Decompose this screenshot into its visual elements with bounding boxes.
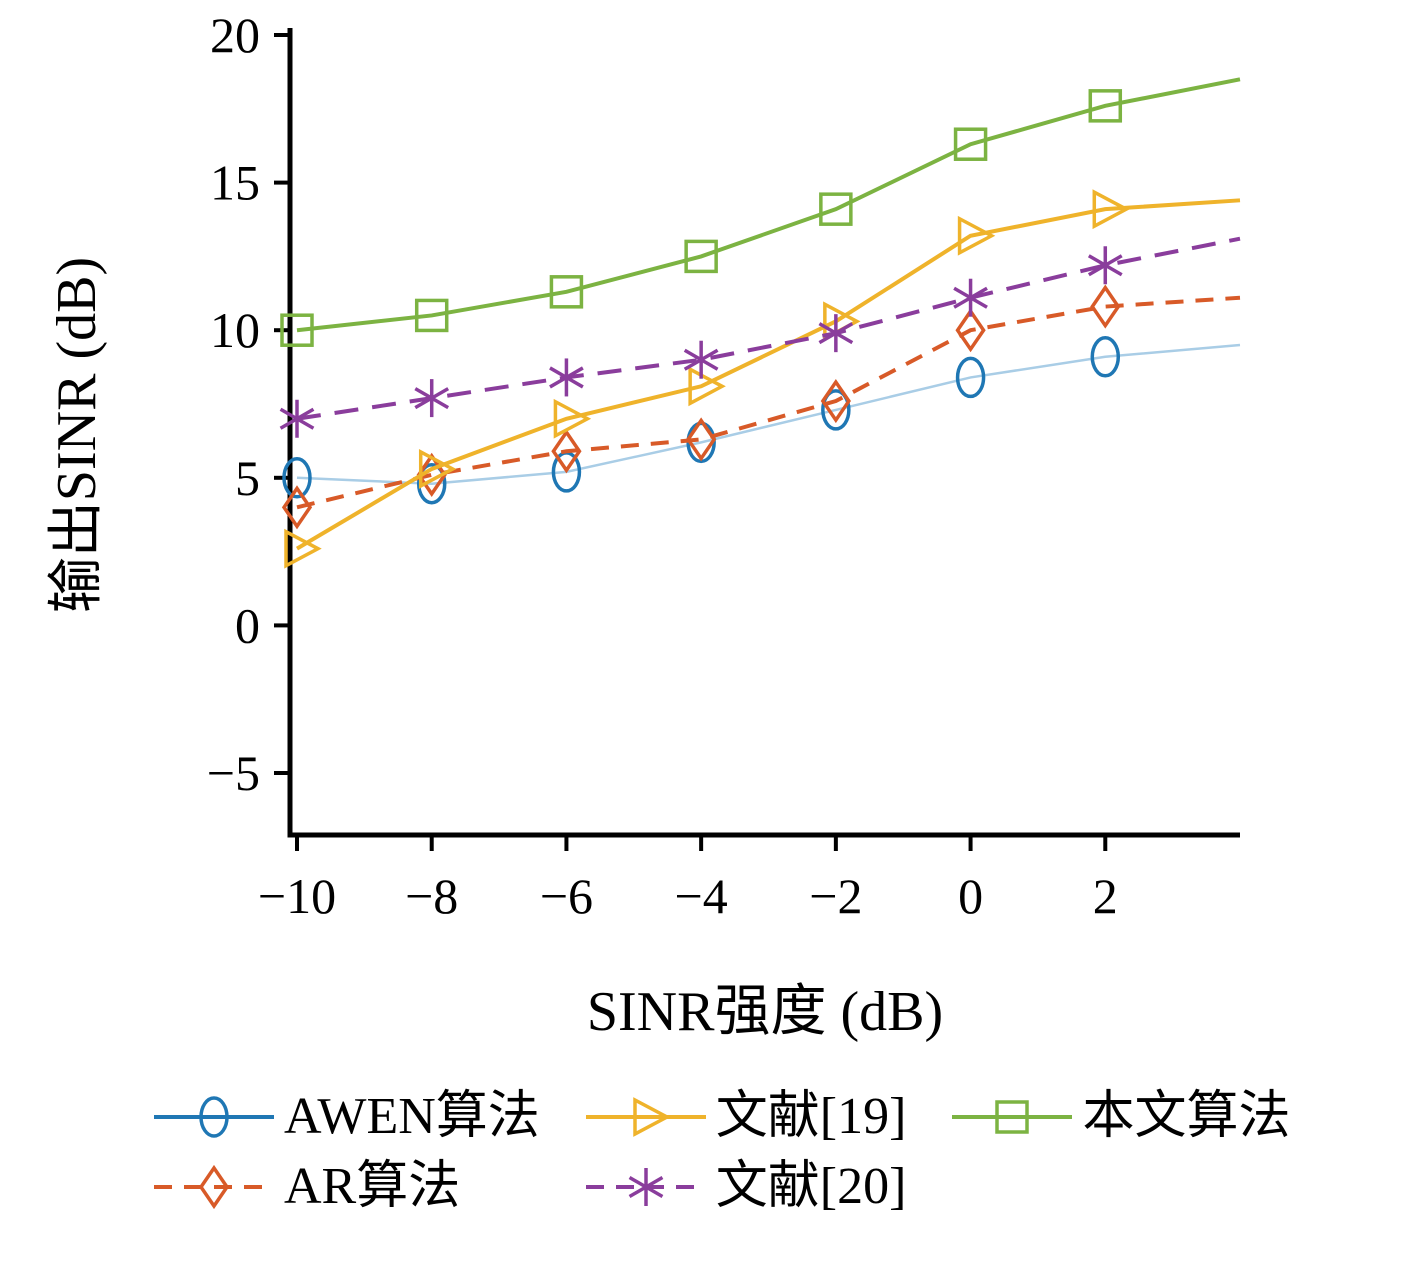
circle-marker bbox=[1090, 336, 1121, 378]
triangle-right-marker bbox=[1092, 189, 1131, 230]
diamond-marker bbox=[820, 378, 851, 424]
asterisk-marker bbox=[1087, 254, 1123, 277]
square-marker bbox=[684, 239, 718, 274]
legend-key-asterisk bbox=[585, 1168, 706, 1206]
legend-key-diamond bbox=[154, 1164, 274, 1210]
x-tick-label: −10 bbox=[258, 868, 336, 924]
triangle-right-marker bbox=[957, 215, 996, 256]
series-line bbox=[295, 198, 1241, 551]
square-marker bbox=[280, 313, 314, 347]
legend-item-4: 本文算法 bbox=[948, 1085, 1290, 1149]
square-marker bbox=[995, 1100, 1030, 1134]
diamond-marker bbox=[198, 1164, 230, 1210]
asterisk-marker bbox=[279, 407, 315, 430]
y-tick-label: −5 bbox=[207, 745, 260, 801]
legend-label: 文献[20] bbox=[715, 1158, 907, 1216]
legend-label: AR算法 bbox=[284, 1158, 461, 1216]
y-tick-label: 15 bbox=[210, 155, 260, 211]
diamond-marker bbox=[955, 308, 986, 353]
series-4 bbox=[280, 77, 1241, 347]
series-1 bbox=[281, 284, 1241, 530]
triangle-right-marker bbox=[688, 366, 726, 407]
square-marker bbox=[549, 275, 584, 309]
legend-item-2: 文献[19] bbox=[582, 1085, 907, 1149]
legend-item-3: 文献[20] bbox=[582, 1155, 907, 1219]
circle-marker bbox=[282, 457, 312, 499]
x-tick-label: −2 bbox=[809, 868, 862, 924]
diamond-marker bbox=[551, 429, 582, 474]
circle-marker bbox=[821, 389, 851, 431]
legend-key-triangle-right bbox=[585, 1097, 706, 1137]
y-tick-label: 20 bbox=[210, 7, 260, 63]
legend-label: 文献[19] bbox=[715, 1088, 907, 1146]
square-marker bbox=[953, 127, 988, 161]
square-marker bbox=[1088, 89, 1123, 123]
chart-legend: AWEN算法 文献[19] 本文算法 AR算法 文献[20] bbox=[150, 1085, 1410, 1219]
x-tick-label: −6 bbox=[540, 868, 593, 924]
triangle-right-marker bbox=[418, 449, 457, 489]
asterisk-marker bbox=[683, 348, 719, 371]
diamond-marker bbox=[281, 485, 313, 530]
diamond-marker bbox=[416, 452, 447, 497]
series-3 bbox=[279, 236, 1241, 438]
asterisk-marker bbox=[414, 387, 450, 410]
series-2 bbox=[284, 189, 1241, 569]
y-tick-label: 10 bbox=[210, 302, 260, 358]
legend-key-circle bbox=[154, 1096, 274, 1138]
diamond-marker bbox=[1090, 284, 1121, 329]
x-tick-label: 2 bbox=[1093, 868, 1118, 924]
x-tick-label: −8 bbox=[405, 868, 458, 924]
plot-area: −10 −8 −6 −4 −2 0 2 −5 0 5 10 15 20 bbox=[207, 7, 1241, 924]
x-tick-label: −4 bbox=[675, 868, 728, 924]
y-axis-label: 输出SINR (dB) bbox=[46, 257, 108, 613]
legend-key-square bbox=[952, 1100, 1073, 1134]
asterisk-marker bbox=[628, 1175, 664, 1199]
y-tick-label: 0 bbox=[235, 597, 260, 653]
x-tick-label: 0 bbox=[958, 868, 983, 924]
diamond-marker bbox=[686, 417, 717, 462]
asterisk-marker bbox=[549, 366, 584, 389]
series-line bbox=[296, 236, 1241, 421]
legend-label: 本文算法 bbox=[1082, 1088, 1291, 1146]
x-axis-label: SINR强度 (dB) bbox=[587, 981, 943, 1043]
triangle-right-marker bbox=[633, 1097, 671, 1137]
square-marker bbox=[414, 298, 449, 333]
sinr-line-chart: −10 −8 −6 −4 −2 0 2 −5 0 5 10 15 20 SINR强度 (dB) 输出SI… bbox=[46, 7, 1241, 1043]
square-marker bbox=[819, 192, 853, 226]
triangle-right-marker bbox=[553, 398, 592, 439]
circle-marker bbox=[416, 462, 447, 505]
legend-item-1: AR算法 bbox=[150, 1155, 540, 1219]
series-line bbox=[296, 343, 1241, 485]
series-line bbox=[296, 77, 1241, 333]
legend-item-0: AWEN算法 bbox=[150, 1085, 540, 1149]
y-tick-label: 5 bbox=[235, 450, 260, 506]
series-line bbox=[296, 295, 1241, 510]
series-0 bbox=[282, 336, 1241, 505]
asterisk-marker bbox=[953, 286, 988, 309]
asterisk-marker bbox=[818, 322, 854, 345]
triangle-right-marker bbox=[284, 528, 322, 569]
circle-marker bbox=[955, 356, 986, 399]
legend-label: AWEN算法 bbox=[284, 1088, 540, 1146]
circle-marker bbox=[199, 1096, 229, 1138]
